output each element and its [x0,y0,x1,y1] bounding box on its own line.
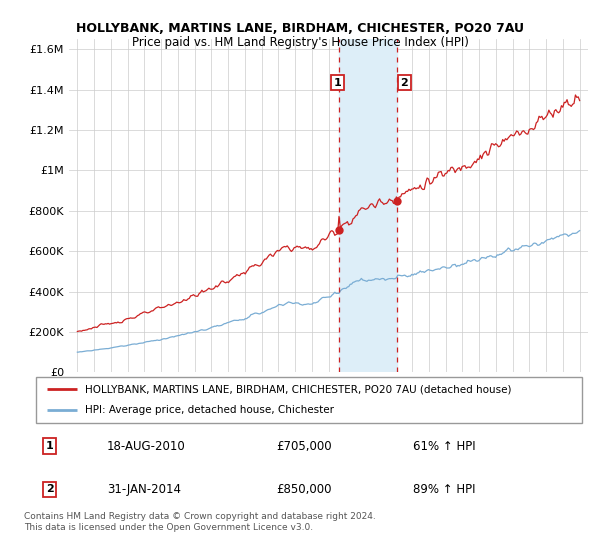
Text: Price paid vs. HM Land Registry's House Price Index (HPI): Price paid vs. HM Land Registry's House … [131,36,469,49]
Text: HPI: Average price, detached house, Chichester: HPI: Average price, detached house, Chic… [85,405,334,416]
Text: HOLLYBANK, MARTINS LANE, BIRDHAM, CHICHESTER, PO20 7AU (detached house): HOLLYBANK, MARTINS LANE, BIRDHAM, CHICHE… [85,384,512,394]
Text: HOLLYBANK, MARTINS LANE, BIRDHAM, CHICHESTER, PO20 7AU: HOLLYBANK, MARTINS LANE, BIRDHAM, CHICHE… [76,22,524,35]
Text: Contains HM Land Registry data © Crown copyright and database right 2024.
This d: Contains HM Land Registry data © Crown c… [24,512,376,532]
Text: 2: 2 [400,77,408,87]
Text: 61% ↑ HPI: 61% ↑ HPI [413,440,475,453]
FancyBboxPatch shape [36,377,582,423]
Text: 1: 1 [334,77,341,87]
Text: 1: 1 [46,441,53,451]
Text: 18-AUG-2010: 18-AUG-2010 [107,440,186,453]
Bar [339,39,397,372]
Text: 31-JAN-2014: 31-JAN-2014 [107,483,181,496]
Text: 89% ↑ HPI: 89% ↑ HPI [413,483,475,496]
Text: £850,000: £850,000 [276,483,332,496]
Text: £705,000: £705,000 [276,440,332,453]
Text: 2: 2 [46,484,53,494]
